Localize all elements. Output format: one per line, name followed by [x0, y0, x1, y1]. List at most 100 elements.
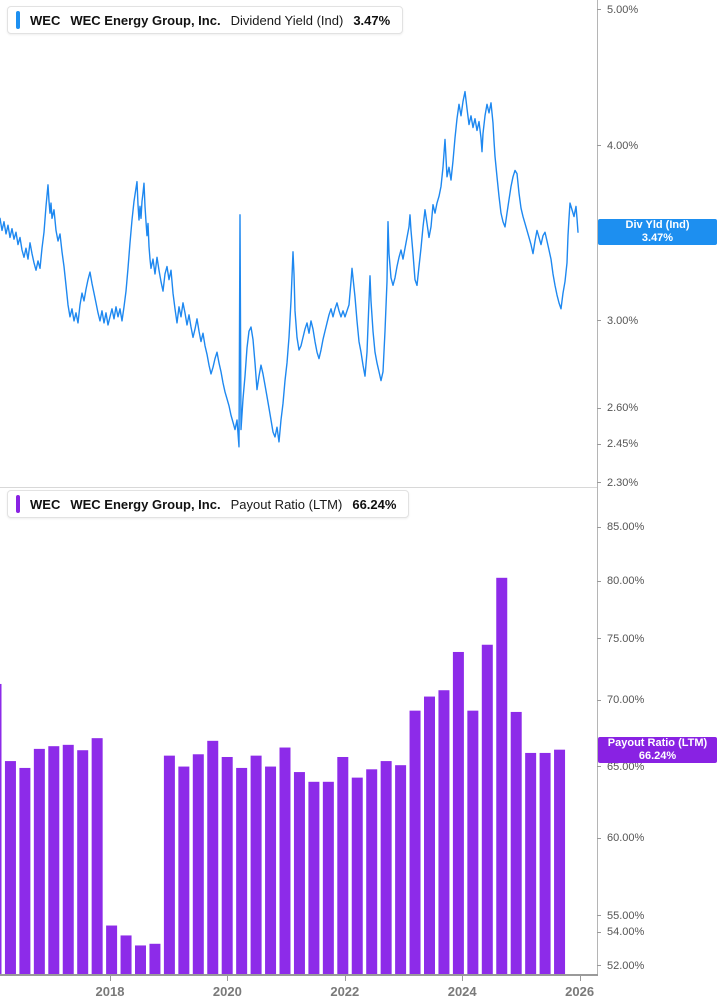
- y-tick-mark: [597, 965, 601, 967]
- y-tick-mark: [597, 837, 601, 839]
- y-tick-label: 65.00%: [607, 760, 645, 773]
- payout-ratio-bar[interactable]: [279, 747, 291, 975]
- y-tick-label: 2.60%: [607, 402, 639, 415]
- payout-ratio-bar[interactable]: [510, 711, 522, 975]
- company-name: WEC Energy Group, Inc.: [70, 12, 221, 28]
- x-tick-mark: [227, 975, 229, 981]
- y-tick-mark: [597, 580, 601, 582]
- payout-ratio-bar[interactable]: [438, 690, 450, 975]
- payout-ratio-bar[interactable]: [48, 746, 60, 975]
- payout-ratio-value-badge: Payout Ratio (LTM) 66.24%: [598, 736, 717, 763]
- ticker-label: WEC: [30, 496, 61, 512]
- payout-ratio-bar[interactable]: [322, 781, 334, 975]
- y-tick-mark: [597, 9, 601, 10]
- y-axis-line: [597, 0, 598, 975]
- payout-ratio-bar[interactable]: [351, 777, 363, 975]
- y-tick-mark: [597, 145, 601, 147]
- y-tick-label: 4.00%: [607, 139, 639, 152]
- payout-ratio-bar[interactable]: [409, 710, 421, 975]
- payout-ratio-bar[interactable]: [395, 765, 407, 975]
- y-tick-label: 75.00%: [607, 632, 645, 645]
- payout-ratio-bar[interactable]: [106, 925, 118, 975]
- badge-metric-value: 3.47%: [641, 232, 674, 245]
- y-tick-label: 80.00%: [607, 575, 645, 588]
- payout-ratio-bar[interactable]: [525, 752, 537, 975]
- payout-ratio-bar[interactable]: [19, 767, 31, 975]
- dividend-yield-line[interactable]: [0, 90, 579, 448]
- series-color-accent: [16, 11, 20, 29]
- payout-ratio-bar[interactable]: [135, 945, 146, 975]
- payout-ratio-bar[interactable]: [539, 752, 551, 975]
- payout-ratio-bar[interactable]: [467, 710, 479, 975]
- payout-ratio-bar[interactable]: [77, 750, 89, 975]
- x-tick-label: 2020: [212, 984, 242, 999]
- payout-ratio-bar[interactable]: [308, 781, 320, 975]
- payout-ratio-bar[interactable]: [120, 935, 132, 975]
- x-tick-label: 2024: [447, 984, 477, 999]
- badge-metric-value: 66.24%: [638, 749, 677, 762]
- payout-ratio-bar[interactable]: [293, 772, 305, 975]
- x-tick-mark: [344, 975, 346, 981]
- payout-ratio-bar[interactable]: [250, 755, 262, 975]
- x-axis-line: [0, 974, 598, 976]
- y-tick-mark: [597, 638, 601, 640]
- y-tick-mark: [597, 766, 601, 768]
- payout-ratio-bar[interactable]: [91, 738, 103, 975]
- y-tick-mark: [597, 482, 601, 484]
- badge-metric-label: Payout Ratio (LTM): [607, 736, 708, 749]
- metric-name: Payout Ratio (LTM): [230, 496, 343, 512]
- payout-ratio-bar[interactable]: [221, 756, 233, 975]
- y-tick-mark: [597, 915, 601, 917]
- y-tick-mark: [597, 526, 601, 528]
- payout-ratio-bar[interactable]: [207, 740, 219, 975]
- series-color-accent: [16, 495, 20, 513]
- ticker-label: WEC: [30, 12, 61, 28]
- payout-ratio-bar[interactable]: [554, 749, 566, 975]
- dividend-yield-series-legend[interactable]: WEC WEC Energy Group, Inc. Dividend Yiel…: [7, 6, 404, 34]
- metric-name: Dividend Yield (Ind): [230, 12, 344, 28]
- payout-ratio-bar[interactable]: [366, 769, 378, 975]
- payout-ratio-bar[interactable]: [178, 766, 190, 975]
- metric-value: 3.47%: [353, 12, 391, 28]
- y-tick-mark: [597, 320, 601, 322]
- badge-metric-label: Div Yld (Ind): [625, 219, 690, 232]
- x-tick-mark: [579, 975, 581, 981]
- y-tick-label: 52.00%: [607, 959, 645, 972]
- payout-ratio-bar[interactable]: [192, 754, 204, 975]
- y-tick-label: 3.00%: [607, 314, 639, 327]
- payout-ratio-bar[interactable]: [424, 696, 435, 975]
- payout-ratio-bar[interactable]: [149, 943, 161, 975]
- x-tick-label: 2022: [330, 984, 360, 999]
- payout-ratio-bar[interactable]: [380, 761, 392, 975]
- y-tick-mark: [597, 407, 601, 409]
- payout-ratio-bar[interactable]: [265, 766, 277, 975]
- div-yield-value-badge: Div Yld (Ind) 3.47%: [598, 219, 717, 246]
- y-tick-label: 85.00%: [607, 521, 645, 533]
- payout-ratio-bar[interactable]: [452, 651, 464, 975]
- payout-ratio-bar[interactable]: [62, 744, 74, 975]
- y-tick-mark: [597, 699, 601, 701]
- y-tick-label: 54.00%: [607, 926, 645, 939]
- payout-ratio-bar[interactable]: [337, 756, 349, 975]
- y-tick-mark: [597, 443, 601, 445]
- metric-value: 66.24%: [352, 496, 397, 512]
- payout-ratio-bar[interactable]: [163, 755, 175, 975]
- payout-ratio-bar[interactable]: [236, 767, 248, 975]
- payout-ratio-series-legend[interactable]: WEC WEC Energy Group, Inc. Payout Ratio …: [7, 490, 410, 518]
- y-tick-label: 70.00%: [607, 694, 645, 707]
- panel-divider-line: [0, 487, 597, 488]
- y-tick-label: 2.45%: [607, 438, 639, 451]
- y-tick-label: 55.00%: [607, 909, 645, 922]
- payout-ratio-bar[interactable]: [33, 748, 45, 975]
- y-tick-label: 5.00%: [607, 3, 639, 16]
- payout-ratio-bar[interactable]: [481, 644, 493, 975]
- payout-ratio-bar[interactable]: [4, 761, 16, 975]
- payout-ratio-bar[interactable]: [0, 683, 2, 975]
- y-tick-label: 60.00%: [607, 832, 645, 845]
- y-tick-label: 2.30%: [607, 476, 639, 489]
- x-tick-mark: [462, 975, 464, 981]
- payout-ratio-bar[interactable]: [496, 577, 508, 975]
- x-tick-label: 2018: [95, 984, 125, 999]
